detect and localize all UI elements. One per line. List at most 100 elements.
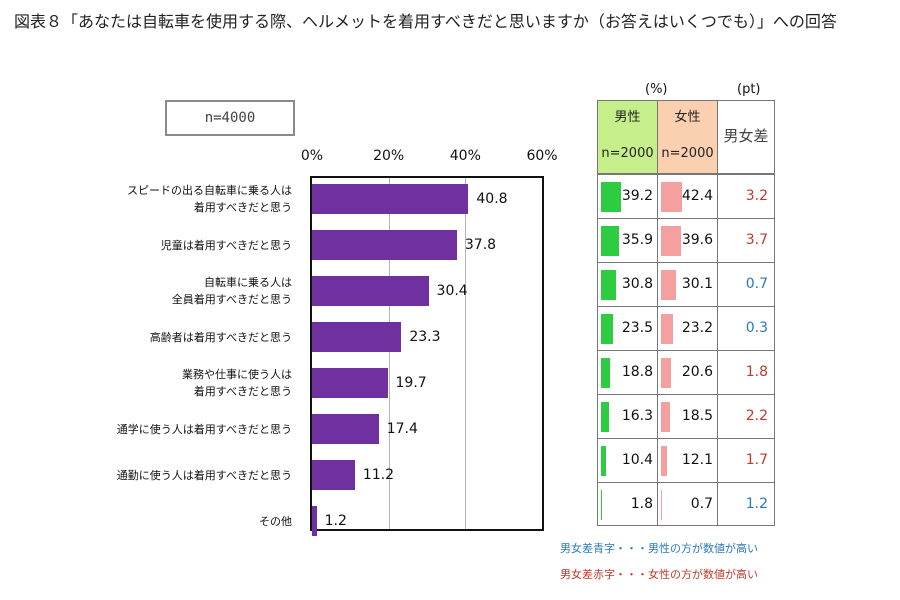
percent-unit: (%) <box>645 82 668 97</box>
diff-value: 1.7 <box>745 452 768 468</box>
male-bar <box>601 446 607 476</box>
male-bar <box>601 182 621 212</box>
female-value: 30.1 <box>681 276 713 292</box>
male-bar <box>601 270 617 300</box>
male-column-header: 男性 n=2000 <box>597 100 657 174</box>
gridline <box>388 178 390 529</box>
x-tick-label: 0% <box>300 148 324 164</box>
male-cell: 16.3 <box>597 394 657 438</box>
gridline <box>465 178 467 529</box>
bar-value-label: 37.8 <box>464 237 497 253</box>
female-value: 42.4 <box>681 188 713 204</box>
diff-value: 3.7 <box>745 232 768 248</box>
diff-cell: 1.2 <box>717 482 775 526</box>
diff-value: 1.2 <box>745 496 768 512</box>
x-tick-label: 60% <box>526 148 558 164</box>
category-label: 児童は着用すべきだと思う <box>160 238 292 252</box>
diff-cell: 3.7 <box>717 218 775 262</box>
x-tick-label: 40% <box>449 148 481 164</box>
male-header-label: 男性 <box>614 110 641 125</box>
female-cell: 0.7 <box>657 482 717 526</box>
category-label: 自転車に乗る人は 全員着用すべきだと思う <box>171 276 292 306</box>
bar-value-label: 1.2 <box>324 513 347 529</box>
female-cell: 23.2 <box>657 306 717 350</box>
male-cell: 30.8 <box>597 262 657 306</box>
bar-value-label: 40.8 <box>476 191 508 207</box>
bar <box>312 460 355 490</box>
bar-value-label: 30.4 <box>436 283 468 299</box>
male-cell: 35.9 <box>597 218 657 262</box>
male-value: 39.2 <box>621 188 653 204</box>
female-bar <box>661 402 671 432</box>
male-value: 35.9 <box>621 232 653 248</box>
female-value: 12.1 <box>681 452 713 468</box>
female-bar <box>661 446 668 476</box>
note-red: 男女差赤字・・・女性の方が数値が高い <box>560 568 758 581</box>
bar-value-label: 17.4 <box>386 421 418 437</box>
male-header-n: n=2000 <box>601 146 654 161</box>
diff-value: 3.2 <box>745 188 768 204</box>
female-column-header: 女性 n=2000 <box>657 100 717 174</box>
male-cell: 39.2 <box>597 174 657 218</box>
female-bar <box>661 314 673 344</box>
sample-size-box: n=4000 <box>165 100 295 136</box>
male-value: 1.8 <box>630 496 653 512</box>
male-bar <box>601 358 611 388</box>
diff-cell: 1.7 <box>717 438 775 482</box>
female-value: 0.7 <box>690 496 713 512</box>
male-cell: 18.8 <box>597 350 657 394</box>
bar <box>312 230 457 260</box>
bar <box>312 506 317 536</box>
male-cell: 10.4 <box>597 438 657 482</box>
female-value: 23.2 <box>681 320 713 336</box>
female-cell: 42.4 <box>657 174 717 218</box>
female-value: 39.6 <box>681 232 713 248</box>
female-value: 20.6 <box>681 364 713 380</box>
bar <box>312 322 402 352</box>
female-cell: 30.1 <box>657 262 717 306</box>
category-label: 業務や仕事に使う人は 着用すべきだと思う <box>182 368 292 398</box>
diff-header-label: 男女差 <box>723 127 769 145</box>
bar-value-label: 19.7 <box>395 375 427 391</box>
bar <box>312 276 429 306</box>
female-bar <box>661 226 681 256</box>
chart-title: 図表８「あなたは自転車を使用する際、ヘルメットを着用すべきだと思いますか（お答え… <box>14 12 837 31</box>
diff-cell: 0.7 <box>717 262 775 306</box>
diff-column-header: 男女差 <box>717 100 775 174</box>
bar <box>312 414 379 444</box>
female-bar <box>661 182 683 212</box>
female-value: 18.5 <box>681 408 713 424</box>
diff-value: 2.2 <box>745 408 768 424</box>
bar-plot-area <box>310 176 544 536</box>
male-cell: 23.5 <box>597 306 657 350</box>
diff-cell: 3.2 <box>717 174 775 218</box>
points-unit: (pt) <box>737 82 761 97</box>
bar-value-label: 23.3 <box>409 329 441 345</box>
male-bar <box>601 314 613 344</box>
male-bar <box>601 490 602 520</box>
diff-cell: 1.8 <box>717 350 775 394</box>
male-value: 10.4 <box>621 452 653 468</box>
diff-value: 1.8 <box>745 364 768 380</box>
category-label: スピードの出る自転車に乗る人は 着用すべきだと思う <box>127 184 292 214</box>
category-label: 高齢者は着用すべきだと思う <box>149 330 292 344</box>
bar-value-label: 11.2 <box>362 467 395 483</box>
diff-value: 0.7 <box>745 276 768 292</box>
male-bar <box>601 402 610 432</box>
note-blue: 男女差青字・・・男性の方が数値が高い <box>560 542 758 555</box>
category-label: 通勤に使う人は着用すべきだと思う <box>116 468 292 482</box>
x-tick-label: 20% <box>373 148 405 164</box>
male-value: 30.8 <box>621 276 653 292</box>
male-value: 18.8 <box>621 364 653 380</box>
bar <box>312 184 469 214</box>
diff-cell: 0.3 <box>717 306 775 350</box>
category-label: 通学に使う人は着用すべきだと思う <box>116 422 292 436</box>
diff-cell: 2.2 <box>717 394 775 438</box>
female-cell: 39.6 <box>657 218 717 262</box>
female-cell: 18.5 <box>657 394 717 438</box>
male-bar <box>601 226 619 256</box>
female-cell: 12.1 <box>657 438 717 482</box>
male-value: 23.5 <box>621 320 653 336</box>
male-cell: 1.8 <box>597 482 657 526</box>
category-label: その他 <box>259 514 292 528</box>
